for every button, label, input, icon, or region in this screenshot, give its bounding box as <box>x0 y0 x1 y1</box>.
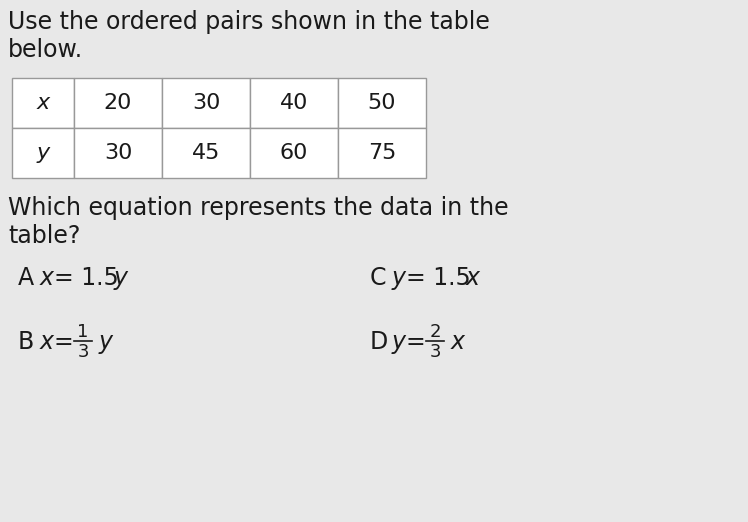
Text: y: y <box>392 330 406 354</box>
Text: table?: table? <box>8 224 80 248</box>
Bar <box>74 78 162 128</box>
Text: 45: 45 <box>191 143 220 163</box>
Text: 30: 30 <box>104 143 132 163</box>
Bar <box>74 128 162 178</box>
Text: 3: 3 <box>429 343 441 361</box>
Text: y: y <box>37 143 49 163</box>
Text: 75: 75 <box>368 143 396 163</box>
Text: = 1.5: = 1.5 <box>54 266 119 290</box>
Text: 30: 30 <box>191 93 220 113</box>
Text: x: x <box>466 266 480 290</box>
Bar <box>338 128 426 178</box>
Text: below.: below. <box>8 38 83 62</box>
Text: 1: 1 <box>77 323 89 341</box>
Bar <box>338 78 426 128</box>
Text: 50: 50 <box>368 93 396 113</box>
Text: A: A <box>18 266 34 290</box>
Text: = 1.5: = 1.5 <box>406 266 470 290</box>
Text: y: y <box>114 266 128 290</box>
Bar <box>250 128 338 178</box>
Bar <box>162 78 250 128</box>
Text: Use the ordered pairs shown in the table: Use the ordered pairs shown in the table <box>8 10 490 34</box>
Text: B: B <box>18 330 34 354</box>
Bar <box>12 128 74 178</box>
Text: 20: 20 <box>104 93 132 113</box>
Text: 60: 60 <box>280 143 308 163</box>
Text: 40: 40 <box>280 93 308 113</box>
Text: x: x <box>37 93 49 113</box>
Text: x: x <box>40 266 54 290</box>
Text: =: = <box>54 330 74 354</box>
Bar <box>250 78 338 128</box>
Text: x: x <box>40 330 54 354</box>
Bar <box>162 128 250 178</box>
Text: C: C <box>370 266 387 290</box>
Text: 2: 2 <box>429 323 441 341</box>
Text: D: D <box>370 330 388 354</box>
Text: y: y <box>392 266 406 290</box>
Text: 3: 3 <box>77 343 89 361</box>
Text: =: = <box>406 330 426 354</box>
Bar <box>12 78 74 128</box>
Text: Which equation represents the data in the: Which equation represents the data in th… <box>8 196 509 220</box>
Text: y: y <box>99 330 113 354</box>
Text: x: x <box>451 330 465 354</box>
